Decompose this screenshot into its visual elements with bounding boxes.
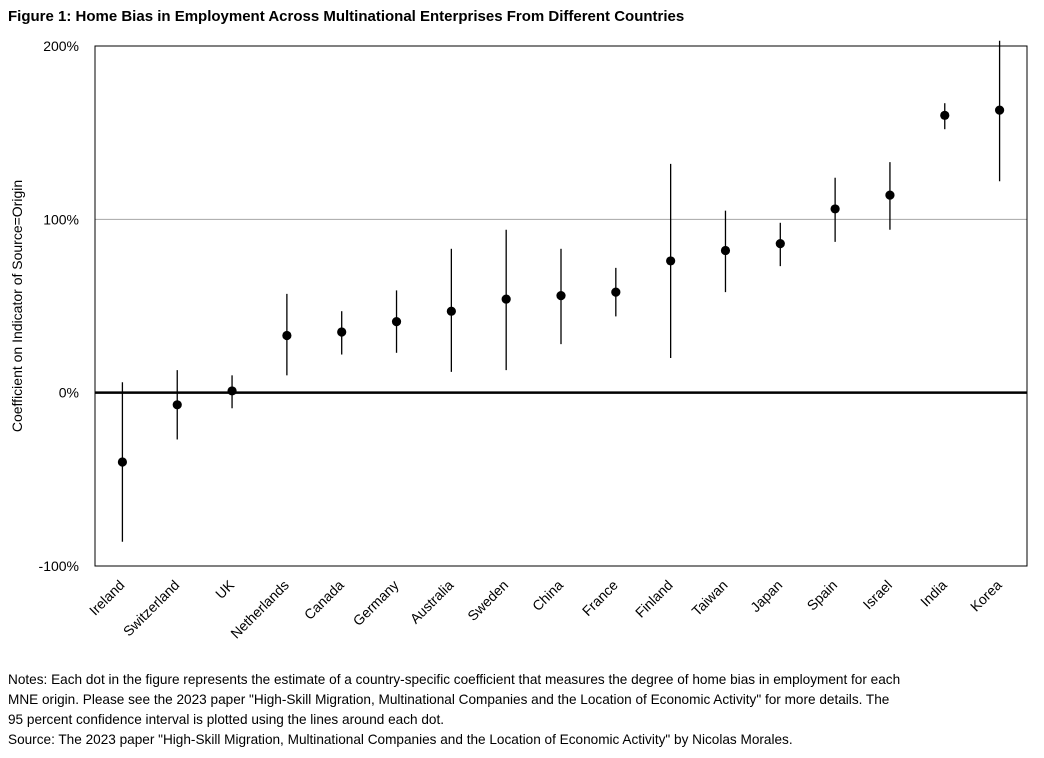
x-tick-label: Ireland	[86, 577, 128, 619]
points	[117, 105, 1005, 467]
y-tick-label: 200%	[43, 38, 79, 54]
x-tick-label: Netherlands	[227, 577, 292, 642]
data-point	[117, 457, 128, 467]
x-tick-label: France	[579, 577, 621, 619]
notes-line-2: MNE origin. Please see the 2023 paper "H…	[8, 692, 890, 707]
data-point	[611, 287, 621, 297]
data-point	[666, 256, 676, 266]
y-axis-label: Coefficient on Indicator of Source=Origi…	[9, 180, 25, 432]
data-point	[994, 105, 1005, 115]
x-tick-label: Spain	[804, 577, 841, 614]
data-point	[282, 330, 292, 341]
notes: Notes: Each dot in the figure represents…	[8, 670, 1038, 750]
x-tick-label: Sweden	[464, 577, 511, 624]
x-tick-label: Germany	[350, 577, 402, 629]
y-tick-label: 0%	[59, 385, 79, 401]
data-point	[830, 204, 840, 214]
y-tick-label: 100%	[43, 211, 79, 227]
x-tick-label: UK	[212, 576, 238, 602]
x-tick-label: Australia	[407, 577, 457, 627]
data-point	[172, 400, 182, 410]
source-line: Source: The 2023 paper "High-Skill Migra…	[8, 732, 793, 747]
notes-line-1: Notes: Each dot in the figure represents…	[8, 672, 901, 687]
x-tick-label: India	[917, 577, 950, 610]
data-point	[940, 110, 950, 120]
data-point	[391, 317, 402, 327]
plot-area-border	[94, 45, 1028, 567]
figure-title: Figure 1: Home Bias in Employment Across…	[8, 8, 685, 25]
data-point	[885, 190, 895, 200]
y-tick-label: -100%	[39, 558, 79, 574]
data-point	[556, 291, 566, 301]
x-tick-label: Switzerland	[120, 577, 182, 639]
data-point	[337, 327, 347, 337]
x-tick-label: China	[529, 577, 566, 614]
x-tick-label: Canada	[301, 577, 347, 623]
data-point	[775, 239, 785, 249]
x-tick-label: Israel	[860, 577, 896, 613]
x-tick-label: Finland	[632, 577, 676, 621]
data-point	[446, 306, 456, 316]
x-tick-label: Korea	[967, 577, 1005, 615]
notes-line-3: 95 percent confidence interval is plotte…	[8, 712, 445, 727]
x-tick-label: Taiwan	[688, 577, 730, 619]
data-point	[227, 386, 237, 396]
x-tick-label: Japan	[747, 577, 785, 615]
data-point	[501, 294, 511, 304]
y-tick-labels: -100% 0% 100% 200%	[39, 38, 79, 574]
data-point	[720, 245, 731, 256]
